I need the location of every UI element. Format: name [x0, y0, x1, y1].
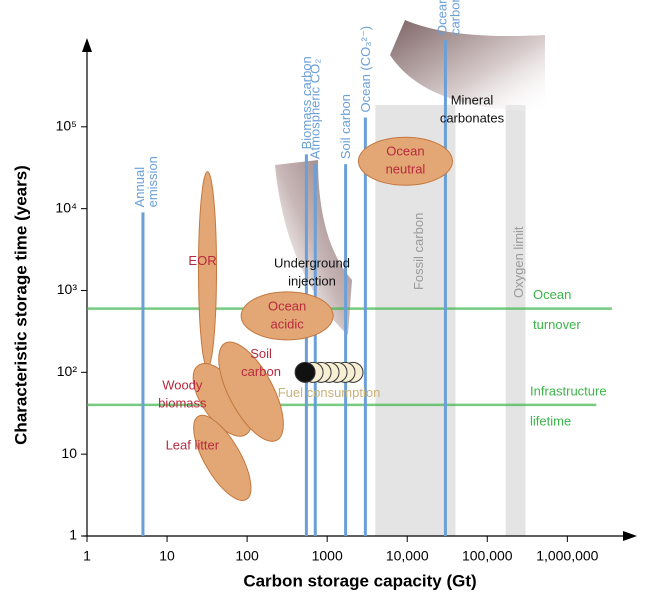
- chart: Fossil carbon Oxygen limit Carbon storage…: [0, 0, 649, 596]
- fuel-label: Fuel consumption: [278, 385, 381, 400]
- timescale-label: Ocean: [533, 287, 571, 302]
- region-label: Woody: [162, 377, 203, 392]
- x-tick-label: 1000: [312, 548, 343, 564]
- reservoir-label: Atmospheric CO₂: [308, 59, 323, 159]
- y-tick-label: 1: [69, 527, 77, 543]
- region: [198, 172, 216, 368]
- region-label: Leaf litter: [166, 437, 220, 452]
- reservoir-label: Ocean (CO₃²⁻): [358, 26, 373, 113]
- region-label: acidic: [270, 316, 304, 331]
- x-arrow: [623, 531, 637, 541]
- region-label: Soil: [250, 346, 272, 361]
- region-label: neutral: [386, 162, 426, 177]
- x-tick-label: 100,000: [462, 548, 513, 564]
- band: [506, 105, 526, 536]
- timescale-label: lifetime: [530, 413, 571, 428]
- y-tick-label: 10: [61, 445, 77, 461]
- x-tick-label: 10,000: [386, 548, 429, 564]
- annotation: injection: [288, 273, 336, 288]
- y-axis-title: Characteristic storage time (years): [11, 165, 30, 445]
- page: Fossil carbon Oxygen limit Carbon storage…: [0, 0, 649, 596]
- y-tick-label: 10⁴: [55, 199, 77, 215]
- timescale-label: Infrastructure: [530, 383, 607, 398]
- x-tick-label: 1,000,000: [536, 548, 598, 564]
- y-tick-label: 10⁵: [56, 118, 77, 134]
- region-label: Ocean: [268, 298, 306, 313]
- annotation: carbonates: [440, 110, 505, 125]
- x-tick-label: 1: [83, 548, 91, 564]
- timescale-label: turnover: [533, 317, 581, 332]
- region-label: Ocean: [386, 144, 424, 159]
- annotation: Underground: [274, 255, 350, 270]
- annotation: Mineral: [451, 92, 494, 107]
- region-label: biomass: [158, 395, 207, 410]
- x-tick-label: 100: [235, 548, 259, 564]
- y-tick-label: 10²: [57, 363, 78, 379]
- x-axis-title: Carbon storage capacity (Gt): [243, 571, 476, 590]
- region-label: carbon: [241, 364, 281, 379]
- y-tick-label: 10³: [57, 281, 78, 297]
- fuel-circle: [295, 362, 315, 382]
- band-label: Oxygen limit: [511, 226, 526, 298]
- x-tick-label: 10: [159, 548, 175, 564]
- y-arrow: [82, 38, 92, 52]
- reservoir-label: emission: [145, 156, 160, 207]
- band-label: Fossil carbon: [411, 213, 426, 290]
- reservoir-label: carbon: [447, 0, 462, 35]
- region-label: EOR: [188, 253, 216, 268]
- reservoir-label: Soil carbon: [338, 94, 353, 159]
